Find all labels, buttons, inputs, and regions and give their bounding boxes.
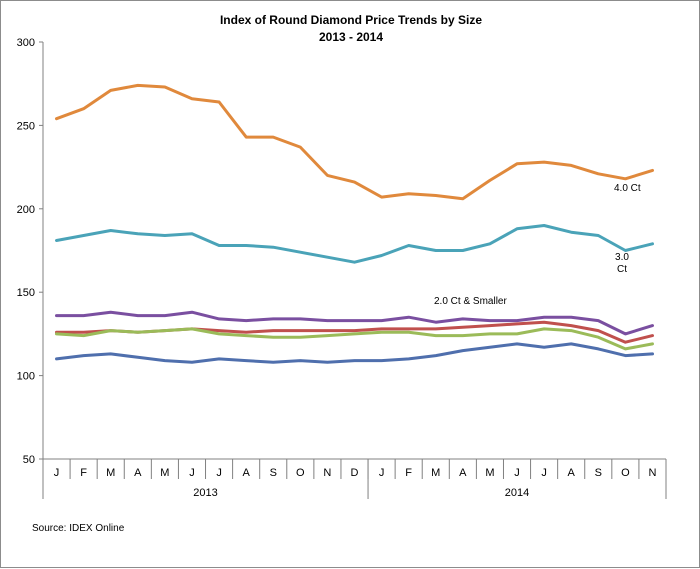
annotation-4ct: 4.0 Ct — [614, 183, 641, 194]
x-tick-label-month: M — [160, 467, 169, 479]
y-tick-label: 300 — [17, 37, 35, 49]
series-lines — [55, 83, 654, 364]
x-tick-label-month: O — [621, 467, 630, 479]
x-tick-label-month: J — [189, 467, 195, 479]
x-tick-label-month: J — [54, 467, 60, 479]
x-tick-label-month: J — [514, 467, 520, 479]
series-line — [55, 310, 654, 336]
chart-subtitle: 2013 - 2014 — [319, 30, 383, 44]
x-tick-label-month: J — [541, 467, 547, 479]
series-line — [55, 83, 654, 201]
y-tick-label: 150 — [17, 287, 35, 299]
x-tick-label-month: A — [459, 467, 467, 479]
x-tick-label-month: A — [568, 467, 576, 479]
x-tick-label-month: J — [216, 467, 222, 479]
x-tick-label-month: J — [379, 467, 385, 479]
y-tick-labels: 50 100 150 200 250 300 — [17, 37, 35, 466]
x-tick-labels: J F M A M J J A S O N D J F M A M J J A S O N 2013 2014 — [54, 467, 657, 499]
chart-title: Index of Round Diamond Price Trends by S… — [220, 13, 482, 27]
annotation-2ct-smaller: 2.0 Ct & Smaller — [434, 296, 507, 307]
y-tick-label: 200 — [17, 204, 35, 216]
x-tick-label-month: N — [648, 467, 656, 479]
x-tick-label-month: O — [296, 467, 305, 479]
y-tick-label: 100 — [17, 371, 35, 383]
series-line — [55, 327, 654, 351]
annotation-3ct-unit: Ct — [617, 264, 627, 275]
x-tick-label-month: N — [323, 467, 331, 479]
x-tick-label-year: 2014 — [505, 487, 529, 499]
x-tick-label-month: S — [595, 467, 602, 479]
x-tick-label-month: A — [242, 467, 250, 479]
x-tick-label-month: F — [405, 467, 412, 479]
x-tick-label-month: M — [106, 467, 115, 479]
x-tick-label-month: M — [485, 467, 494, 479]
x-tick-label-month: D — [351, 467, 359, 479]
x-tick-label-month: S — [270, 467, 277, 479]
y-tick-label: 250 — [17, 120, 35, 132]
x-tick-label-month: M — [431, 467, 440, 479]
y-tick-label: 50 — [23, 454, 35, 466]
axes — [39, 41, 667, 499]
annotation-3ct: 3.0 — [615, 252, 629, 263]
x-tick-label-year: 2013 — [193, 487, 217, 499]
series-line — [55, 224, 654, 264]
series-line — [55, 342, 654, 364]
x-tick-label-month: A — [134, 467, 142, 479]
source-note: Source: IDEX Online — [32, 523, 125, 534]
x-tick-label-month: F — [80, 467, 87, 479]
